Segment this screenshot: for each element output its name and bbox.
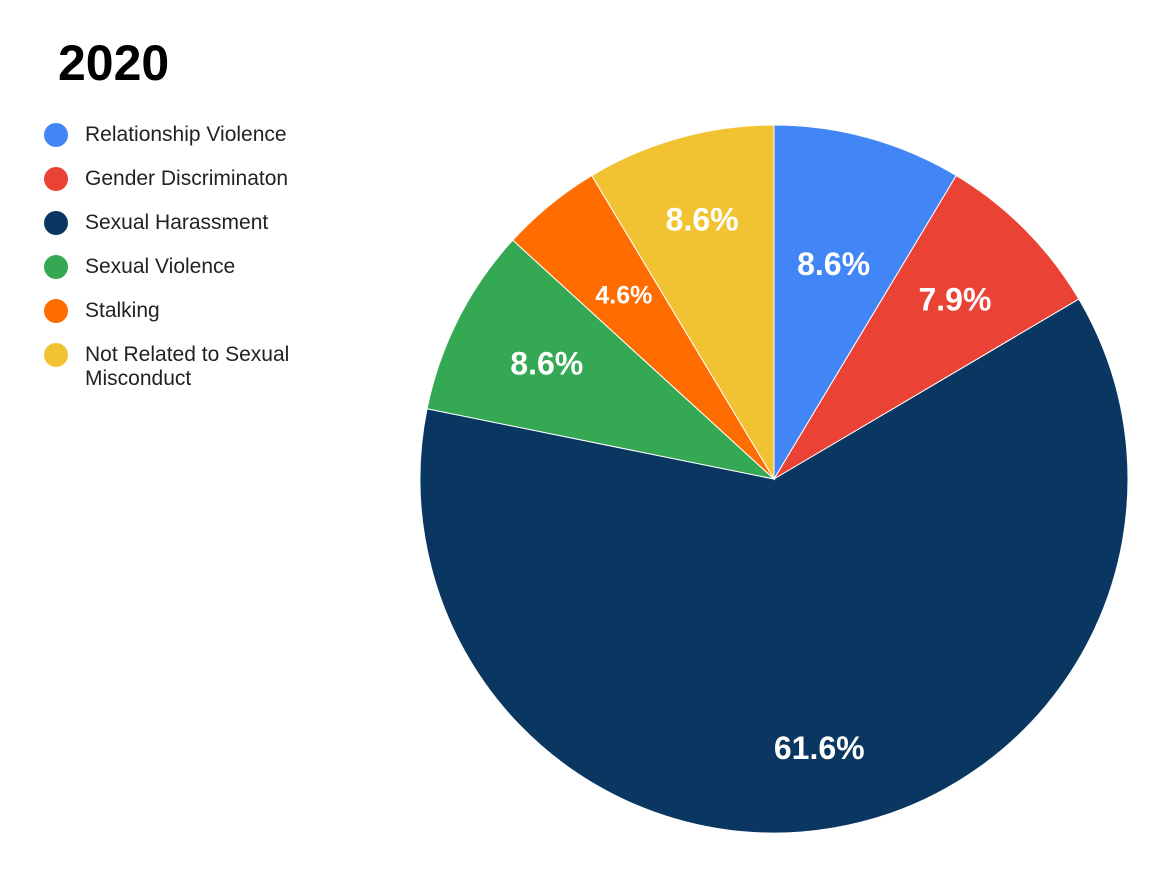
legend-label: Gender Discriminaton <box>85 167 289 190</box>
legend-label: Sexual Harassment <box>85 211 269 234</box>
legend-item-sexual-harassment[interactable]: Sexual Harassment <box>44 211 344 235</box>
legend-item-stalking[interactable]: Stalking <box>44 299 344 323</box>
legend-label: Not Related to Sexual Misconduct <box>85 343 290 390</box>
slice-data-label: 61.6% <box>774 730 865 766</box>
pie-slice-not-related-to-sexual-misconduct[interactable] <box>591 124 775 481</box>
legend-item-sexual-violence[interactable]: Sexual Violence <box>44 255 344 279</box>
legend-item-relationship-violence[interactable]: Relationship Violence <box>44 123 344 147</box>
pie-slices <box>419 124 1129 834</box>
slice-data-label: 8.6% <box>666 202 739 238</box>
legend-swatch-icon <box>44 255 68 279</box>
pie-slice-sexual-harassment[interactable] <box>419 298 1129 834</box>
legend-item-gender-discriminaton[interactable]: Gender Discriminaton <box>44 167 344 191</box>
chart-legend: Relationship Violence Gender Discriminat… <box>44 123 344 411</box>
chart-title: 2020 <box>58 35 170 91</box>
slice-data-label: 8.6% <box>797 246 870 282</box>
legend-swatch-icon <box>44 343 68 367</box>
legend-swatch-icon <box>44 167 68 191</box>
legend-label: Stalking <box>85 299 160 322</box>
legend-label: Sexual Violence <box>85 255 236 278</box>
legend-swatch-icon <box>44 123 68 147</box>
pie-slice-labels: 8.6% 7.9% 61.6% 8.6% 4.6% 8.6% <box>510 202 991 766</box>
legend-label: Relationship Violence <box>85 123 287 146</box>
pie-slice-sexual-violence[interactable] <box>426 239 776 480</box>
legend-swatch-icon <box>44 211 68 235</box>
slice-data-label: 7.9% <box>918 281 991 317</box>
slice-data-label: 4.6% <box>595 281 652 309</box>
legend-item-not-related[interactable]: Not Related to Sexual Misconduct <box>44 343 344 391</box>
pie-slice-gender-discriminaton[interactable] <box>773 174 1080 480</box>
legend-swatch-icon <box>44 299 68 323</box>
slice-data-label: 8.6% <box>510 346 583 382</box>
pie-slice-relationship-violence[interactable] <box>773 124 957 481</box>
